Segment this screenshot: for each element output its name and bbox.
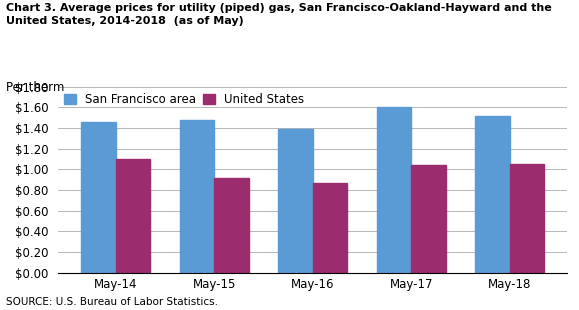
Bar bbox=[81, 122, 116, 273]
Bar bbox=[313, 183, 347, 273]
Bar bbox=[411, 165, 446, 273]
Bar bbox=[116, 159, 150, 273]
Legend: San Francisco area, United States: San Francisco area, United States bbox=[64, 93, 305, 106]
Bar bbox=[510, 164, 544, 273]
Text: SOURCE: U.S. Bureau of Labor Statistics.: SOURCE: U.S. Bureau of Labor Statistics. bbox=[6, 297, 218, 307]
Bar bbox=[278, 129, 313, 273]
Bar bbox=[179, 120, 214, 273]
Bar bbox=[214, 178, 248, 273]
Bar bbox=[475, 116, 510, 273]
Text: Per therm: Per therm bbox=[6, 81, 64, 94]
Bar bbox=[377, 108, 411, 273]
Text: Chart 3. Average prices for utility (piped) gas, San Francisco-Oakland-Hayward a: Chart 3. Average prices for utility (pip… bbox=[6, 3, 552, 25]
